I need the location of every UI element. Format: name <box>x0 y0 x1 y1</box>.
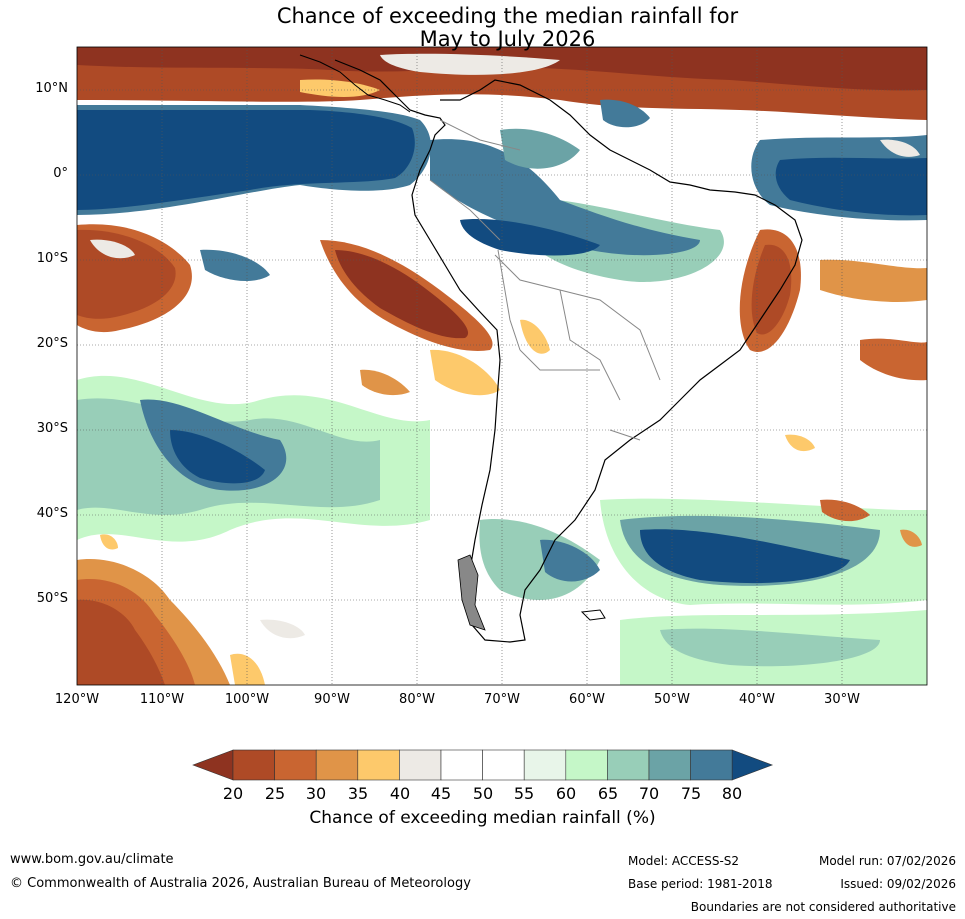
model-run-date: Model run: 07/02/2026 <box>818 854 956 868</box>
colorbar-tick: 60 <box>555 784 577 803</box>
colorbar-tick: 30 <box>305 784 327 803</box>
colorbar-swatch <box>482 749 525 781</box>
lon-label: 50°W <box>654 692 690 707</box>
colorbar-swatch <box>690 749 733 781</box>
model-name: Model: ACCESS-S2 <box>628 854 740 868</box>
colorbar-tick: 55 <box>513 784 535 803</box>
colorbar-swatch <box>523 749 567 781</box>
lon-label: 90°W <box>314 692 350 707</box>
colorbar-swatch <box>357 749 400 781</box>
lat-label: 10°S <box>36 251 68 266</box>
colorbar-swatch <box>607 749 650 781</box>
colorbar-tick: 50 <box>472 784 494 803</box>
colorbar-swatch <box>440 749 483 781</box>
lon-label: 110°W <box>139 692 185 707</box>
copyright-text: © Commonwealth of Australia 2026, Austra… <box>10 876 471 891</box>
colorbar-swatch <box>565 749 608 781</box>
colorbar-swatch <box>399 749 442 781</box>
colorbar <box>192 749 774 781</box>
lat-label: 0° <box>53 166 68 181</box>
lon-label: 70°W <box>484 692 520 707</box>
lon-label: 120°W <box>54 692 100 707</box>
lon-label: 30°W <box>824 692 860 707</box>
colorbar-tick: 45 <box>430 784 452 803</box>
central-america-coastline <box>299 54 411 113</box>
south-america-coastline <box>334 59 803 643</box>
lat-label: 20°S <box>36 336 68 351</box>
colorbar-tick: 25 <box>264 784 286 803</box>
colorbar-swatch <box>232 749 275 781</box>
colorbar-tick: 65 <box>597 784 619 803</box>
colorbar-tick: 75 <box>680 784 702 803</box>
map-title-line1: Chance of exceeding the median rainfall … <box>276 4 739 28</box>
colorbar-low-arrow <box>192 749 234 781</box>
tierra-del-fuego <box>457 554 486 631</box>
rainfall-probability-field <box>77 47 927 685</box>
colorbar-high-arrow <box>731 749 774 781</box>
lat-label: 30°S <box>36 421 68 436</box>
boundaries-disclaimer: Boundaries are not considered authoritat… <box>690 900 956 914</box>
colorbar-swatch <box>274 749 317 781</box>
colorbar-swatch <box>648 749 691 781</box>
colorbar-tick: 40 <box>389 784 411 803</box>
lon-label: 40°W <box>739 692 775 707</box>
colorbar-tick: 70 <box>638 784 660 803</box>
lat-label: 10°N <box>35 81 68 96</box>
colorbar-tick: 35 <box>347 784 369 803</box>
colorbar-tick: 80 <box>721 784 743 803</box>
colorbar-swatch <box>315 749 359 781</box>
colorbar-tick: 20 <box>222 784 244 803</box>
falkland-islands <box>580 609 606 621</box>
lat-label: 40°S <box>36 506 68 521</box>
graticule <box>77 47 927 685</box>
lon-label: 80°W <box>399 692 435 707</box>
base-period: Base period: 1981-2018 <box>628 877 773 891</box>
website-link[interactable]: www.bom.gov.au/climate <box>10 852 174 867</box>
colorbar-label: Chance of exceeding median rainfall (%) <box>309 808 656 828</box>
lat-label: 50°S <box>36 591 68 606</box>
map-title-line2: May to July 2026 <box>419 27 596 51</box>
country-borders <box>429 119 661 441</box>
issued-date: Issued: 09/02/2026 <box>840 877 956 891</box>
lon-label: 60°W <box>569 692 605 707</box>
lon-label: 100°W <box>224 692 270 707</box>
